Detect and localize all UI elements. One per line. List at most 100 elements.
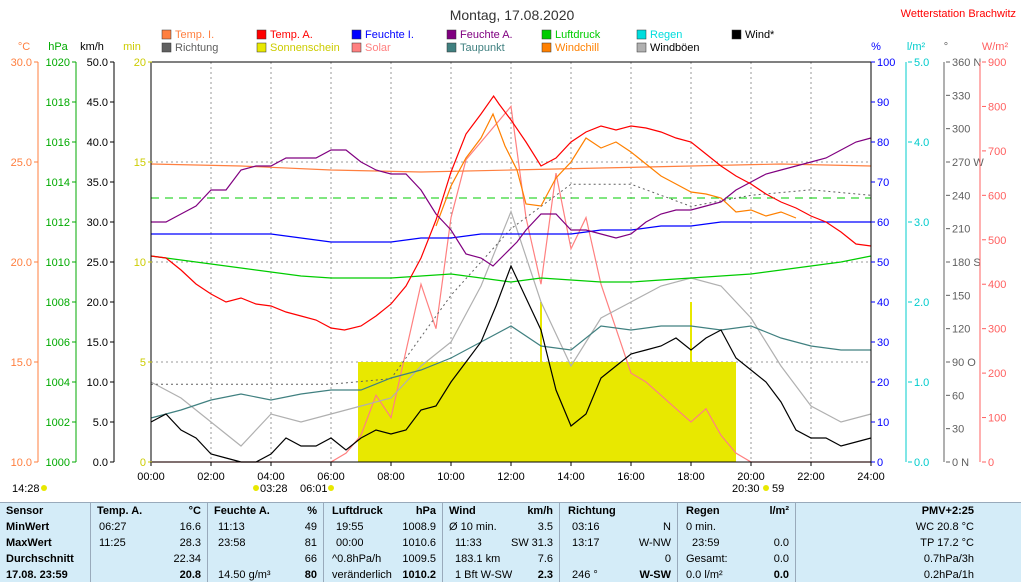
- rain-tick-label: 3.0: [914, 217, 929, 229]
- temp-tick-label: 20.0: [11, 257, 32, 269]
- wind-tick-label: 5.0: [93, 417, 108, 429]
- series-luftdruckline: [150, 255, 872, 283]
- solar-tick-label: 600: [988, 190, 1006, 202]
- stats-unit: %: [307, 505, 317, 517]
- series-taupunktline: [150, 325, 871, 419]
- stats-row-label: 17.08. 23:59: [6, 569, 68, 581]
- temp-tick-label: 25.0: [11, 157, 32, 169]
- sun-tick-label: 10: [134, 257, 146, 269]
- stats-humidity-column: Feuchte A.% 11:13 49 23:58 81 66 14.50 g/m…: [207, 503, 323, 582]
- stats-direction-column: Richtung 03:16 N 13:17 W-NW 0 246 ° W-SW: [559, 503, 677, 582]
- stats-time: 0 min.: [686, 521, 716, 533]
- solar-tick-label: 800: [988, 101, 1006, 113]
- solar-tick-label: 300: [988, 324, 1006, 336]
- stats-header: Regen: [686, 505, 720, 517]
- rain-tick-label: 5.0: [914, 57, 929, 69]
- legend-label: Taupunkt: [460, 42, 505, 54]
- pressure-tick-label: 1006: [46, 337, 70, 349]
- sunrise-label: 06:01: [300, 483, 328, 495]
- legend: Temp. I. Temp. A. Feuchte I. Feuchte A. Luft…: [161, 29, 775, 54]
- sun-time-label: 14:28: [12, 483, 40, 495]
- stats-value: 66: [304, 553, 317, 565]
- stats-value: 2.3: [537, 569, 553, 581]
- stats-time: 11:25: [99, 537, 126, 549]
- series-windchillline: [435, 112, 797, 227]
- stats-value: W-SW: [639, 569, 671, 581]
- humidity-unit-label: %: [871, 41, 881, 53]
- temp-tick-label: 30.0: [11, 57, 32, 69]
- sun-icon: [41, 485, 47, 491]
- stats-time: 19:55: [336, 521, 364, 533]
- solar-unit-label: W/m²: [982, 41, 1009, 53]
- stats-value: 49: [304, 521, 317, 533]
- series-wind-line: [150, 264, 872, 463]
- stats-time: 00:00: [336, 537, 364, 549]
- wind-tick-label: 25.0: [87, 257, 108, 269]
- stats-value: 0.0: [773, 553, 789, 565]
- sunset-icon: [763, 485, 769, 491]
- humidity-tick-label: 30: [877, 337, 889, 349]
- stats-value: 1010.2: [402, 569, 436, 581]
- legend-swatch: [636, 42, 647, 53]
- direction-tick-label: 0 N: [952, 457, 969, 469]
- humidity-tick-label: 0: [877, 457, 883, 469]
- time-tick-label: 20:00: [737, 471, 765, 483]
- series-feuchte-i-line: [151, 221, 871, 243]
- stats-header: Feuchte A.: [214, 505, 270, 517]
- stats-value: 0: [664, 553, 671, 565]
- rain-tick-label: 4.0: [914, 137, 929, 149]
- stats-value: 0.0: [773, 569, 789, 581]
- stats-value: 0.7hPa/3h: [923, 553, 974, 565]
- stats-time: 0.0 l/m²: [686, 569, 723, 581]
- wind-tick-label: 15.0: [87, 337, 108, 349]
- wind-tick-label: 40.0: [87, 137, 108, 149]
- humidity-tick-label: 20: [877, 377, 889, 389]
- legend-label: Temp. I.: [175, 29, 214, 41]
- series-temp-a-line: [150, 94, 872, 331]
- solar-tick-label: 900: [988, 57, 1006, 69]
- direction-tick-label: 90 O: [952, 357, 976, 369]
- direction-tick-label: 240: [952, 190, 970, 202]
- stats-pmv-column: PMV+2:25 WC 20.8 °C TP 17.2 °C 0.7hPa/3h…: [795, 503, 1021, 582]
- rain-tick-label: 0.0: [914, 457, 929, 469]
- stats-value: N: [663, 521, 671, 533]
- wind-tick-label: 50.0: [87, 57, 108, 69]
- direction-tick-label: 360 N: [952, 57, 981, 69]
- stats-value: 1010.6: [402, 537, 436, 549]
- solar-tick-label: 700: [988, 146, 1006, 158]
- legend-label: Windchill: [555, 42, 599, 54]
- pressure-tick-label: 1018: [46, 97, 70, 109]
- moonset-label: 59: [772, 483, 784, 495]
- stats-time: 23:59: [692, 537, 720, 549]
- direction-tick-label: 210: [952, 224, 970, 236]
- solar-tick-label: 400: [988, 279, 1006, 291]
- direction-unit-label: °: [944, 41, 948, 53]
- legend-swatch: [351, 29, 362, 40]
- legend-label: Windböen: [650, 42, 700, 54]
- legend-label: Regen: [650, 29, 682, 41]
- legend-label: Solar: [365, 42, 391, 54]
- stats-time: 06:27: [99, 521, 127, 533]
- legend-swatch: [256, 29, 267, 40]
- temp-unit-label: °C: [18, 41, 30, 53]
- pressure-tick-label: 1014: [46, 177, 70, 189]
- stats-time: 11:13: [218, 521, 245, 533]
- stats-time: 11:33: [455, 537, 482, 549]
- stats-value: 1009.5: [402, 553, 436, 565]
- stats-row-label: Durchschnitt: [6, 553, 74, 565]
- stats-time: 246 °: [572, 569, 598, 581]
- time-tick-label: 12:00: [497, 471, 525, 483]
- solar-tick-label: 100: [988, 413, 1006, 425]
- direction-tick-label: 180 S: [952, 257, 981, 269]
- stats-time: 23:58: [218, 537, 246, 549]
- series-solarline: [151, 104, 871, 463]
- sunrise-icon: [328, 485, 334, 491]
- time-tick-label: 22:00: [797, 471, 825, 483]
- station-name: Wetterstation Brachwitz: [901, 8, 1016, 20]
- time-markers: 14:28 03:28 06:01 20:30 59: [12, 483, 784, 495]
- time-tick-label: 04:00: [257, 471, 285, 483]
- time-tick-label: 02:00: [197, 471, 225, 483]
- stats-time: veränderlich: [332, 569, 392, 581]
- solar-tick-label: 0: [988, 457, 994, 469]
- wind-tick-label: 10.0: [87, 377, 108, 389]
